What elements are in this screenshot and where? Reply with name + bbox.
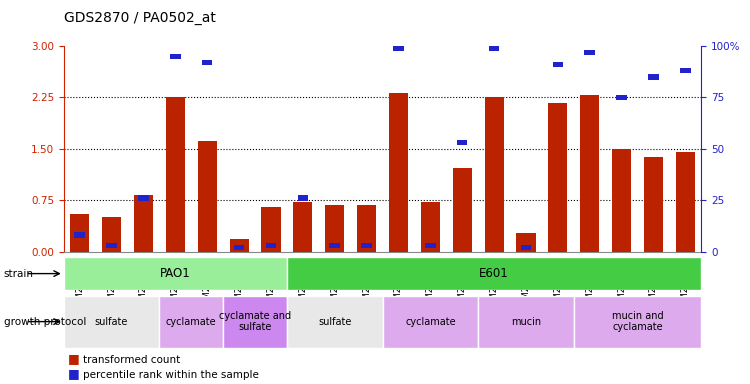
Bar — [478, 296, 574, 348]
Bar — [102, 217, 122, 252]
Text: mucin and
cyclamate: mucin and cyclamate — [612, 311, 663, 333]
Bar — [516, 233, 536, 252]
Bar — [261, 207, 280, 252]
Bar — [548, 103, 567, 252]
Text: ■: ■ — [68, 352, 80, 365]
Bar — [357, 205, 376, 252]
Text: PAO1: PAO1 — [160, 267, 190, 280]
Bar — [134, 195, 153, 252]
Bar — [159, 296, 224, 348]
Bar — [64, 257, 286, 290]
Bar — [489, 45, 500, 51]
Bar — [553, 62, 563, 67]
Text: cyclamate: cyclamate — [166, 316, 217, 327]
Bar — [170, 54, 181, 59]
Bar — [70, 214, 89, 252]
Bar — [266, 243, 276, 248]
Bar — [425, 243, 436, 248]
Text: strain: strain — [4, 268, 34, 279]
Bar — [106, 243, 117, 248]
Text: percentile rank within the sample: percentile rank within the sample — [82, 370, 258, 380]
Bar — [452, 168, 472, 252]
Bar — [393, 45, 404, 51]
Text: mucin: mucin — [511, 316, 541, 327]
Text: E601: E601 — [479, 267, 509, 280]
Text: transformed count: transformed count — [82, 355, 180, 365]
Text: cyclamate: cyclamate — [405, 316, 455, 327]
Bar — [286, 296, 382, 348]
Bar — [138, 195, 148, 201]
Bar — [74, 232, 85, 238]
Text: GDS2870 / PA0502_at: GDS2870 / PA0502_at — [64, 11, 216, 25]
Bar — [286, 257, 701, 290]
Bar — [234, 245, 244, 250]
Text: sulfate: sulfate — [94, 316, 128, 327]
Text: sulfate: sulfate — [318, 316, 351, 327]
Bar — [616, 95, 627, 100]
Bar — [644, 157, 663, 252]
Bar — [580, 95, 599, 252]
Bar — [680, 68, 691, 73]
Text: cyclamate and
sulfate: cyclamate and sulfate — [219, 311, 291, 333]
Bar — [421, 202, 440, 252]
Bar — [362, 243, 372, 248]
Text: ■: ■ — [68, 367, 80, 380]
Bar — [584, 50, 595, 55]
Bar — [202, 60, 212, 65]
Bar — [293, 202, 312, 252]
Bar — [388, 93, 408, 252]
Text: growth protocol: growth protocol — [4, 316, 86, 327]
Bar — [457, 140, 467, 146]
Bar — [648, 74, 658, 79]
Bar — [166, 98, 184, 252]
Bar — [676, 152, 694, 252]
Bar — [298, 195, 308, 201]
Bar — [574, 296, 701, 348]
Bar — [612, 149, 632, 252]
Bar — [484, 98, 504, 252]
Bar — [64, 296, 159, 348]
Bar — [198, 141, 217, 252]
Bar — [326, 205, 344, 252]
Bar — [224, 296, 286, 348]
Bar — [382, 296, 478, 348]
Bar — [520, 245, 531, 250]
Bar — [230, 239, 248, 252]
Bar — [329, 243, 340, 248]
